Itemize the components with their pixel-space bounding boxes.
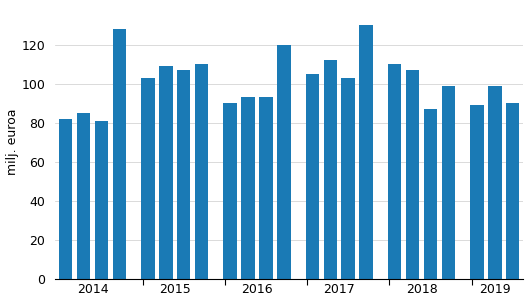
Bar [241,97,255,278]
Bar [506,103,519,278]
Bar [59,119,72,278]
Bar [77,113,90,278]
Bar [359,25,373,278]
Bar [223,103,237,278]
Bar [306,74,319,278]
Bar [277,45,290,278]
Bar [388,64,402,278]
Bar [195,64,208,278]
Bar [488,85,501,278]
Bar [259,97,272,278]
Bar [424,109,437,278]
Bar [406,70,419,278]
Bar [141,78,154,278]
Bar [442,85,455,278]
Bar [113,29,126,278]
Bar [470,105,484,278]
Bar [159,66,172,278]
Bar [324,60,337,278]
Bar [177,70,190,278]
Bar [95,120,108,278]
Bar [342,78,355,278]
Y-axis label: milj. euroa: milj. euroa [6,109,19,175]
